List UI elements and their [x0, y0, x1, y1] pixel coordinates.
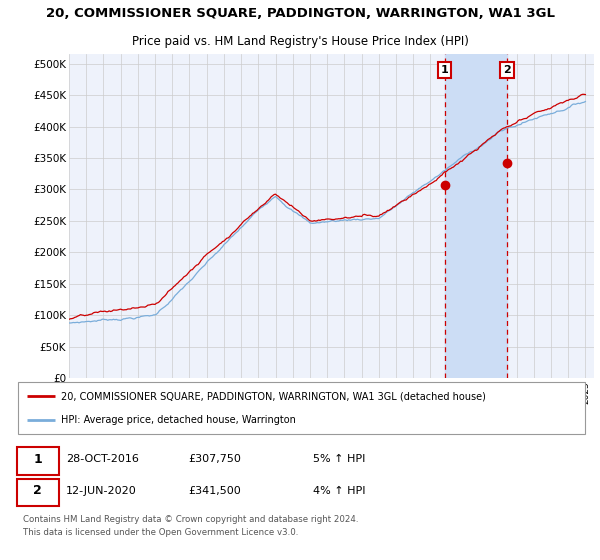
Text: 5% ↑ HPI: 5% ↑ HPI	[313, 454, 365, 464]
Text: 2: 2	[503, 65, 511, 75]
Text: Price paid vs. HM Land Registry's House Price Index (HPI): Price paid vs. HM Land Registry's House …	[131, 35, 469, 49]
Text: £307,750: £307,750	[188, 454, 241, 464]
Text: 20, COMMISSIONER SQUARE, PADDINGTON, WARRINGTON, WA1 3GL (detached house): 20, COMMISSIONER SQUARE, PADDINGTON, WAR…	[61, 391, 485, 402]
Text: £341,500: £341,500	[188, 486, 241, 496]
Text: 20, COMMISSIONER SQUARE, PADDINGTON, WARRINGTON, WA1 3GL: 20, COMMISSIONER SQUARE, PADDINGTON, WAR…	[46, 7, 554, 20]
FancyBboxPatch shape	[17, 479, 59, 506]
Text: This data is licensed under the Open Government Licence v3.0.: This data is licensed under the Open Gov…	[23, 528, 298, 537]
Text: 28-OCT-2016: 28-OCT-2016	[66, 454, 139, 464]
Text: 1: 1	[441, 65, 449, 75]
Text: 4% ↑ HPI: 4% ↑ HPI	[313, 486, 365, 496]
Text: 12-JUN-2020: 12-JUN-2020	[66, 486, 137, 496]
FancyBboxPatch shape	[17, 447, 59, 475]
FancyBboxPatch shape	[18, 382, 585, 434]
Bar	[445, 54, 507, 378]
Text: 2: 2	[34, 484, 42, 497]
Text: HPI: Average price, detached house, Warrington: HPI: Average price, detached house, Warr…	[61, 415, 295, 425]
Text: 1: 1	[34, 452, 42, 466]
Text: Contains HM Land Registry data © Crown copyright and database right 2024.: Contains HM Land Registry data © Crown c…	[23, 515, 358, 525]
